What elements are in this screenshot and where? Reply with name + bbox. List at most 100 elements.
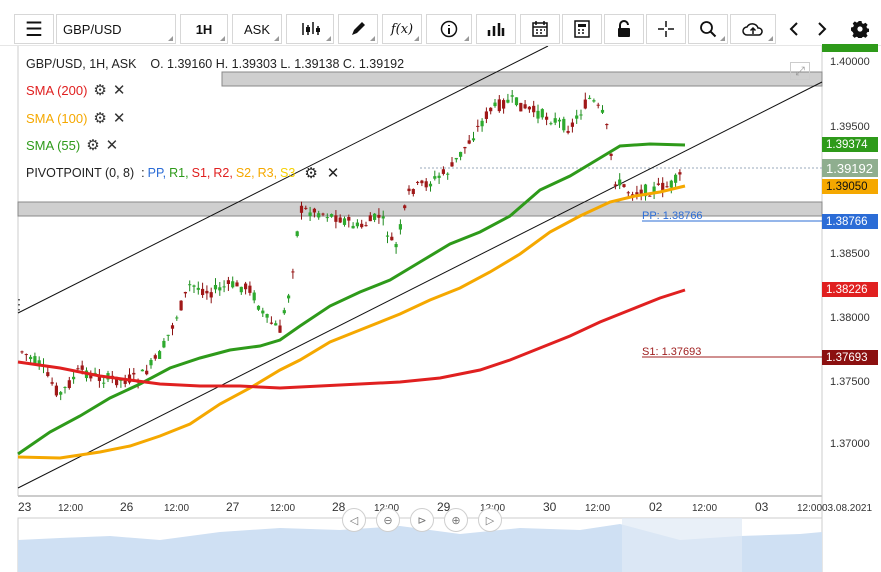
channel-upper-line[interactable] — [17, 46, 549, 314]
settings-button[interactable] — [848, 14, 872, 44]
time-label: 26 — [120, 500, 134, 514]
candle-body — [321, 213, 325, 215]
chevron-right-icon — [818, 22, 827, 36]
gear-icon[interactable]: ⚙ — [304, 165, 318, 182]
candle-body — [385, 235, 390, 237]
crosshair-button[interactable] — [646, 14, 686, 44]
price-type-selector[interactable]: ASK — [232, 14, 282, 44]
pivot-level-r1: R1, — [169, 166, 189, 180]
close-icon[interactable]: ✕ — [105, 137, 119, 154]
sma55-line[interactable] — [17, 142, 686, 456]
calendar-button[interactable] — [520, 14, 560, 44]
drag-handle-icon[interactable]: ⋮ — [12, 296, 26, 312]
candle-body — [196, 287, 200, 290]
candle-body — [80, 365, 84, 370]
candle-body — [145, 370, 149, 375]
time-label: 12:00 — [164, 503, 189, 514]
zoom-out-button[interactable]: ⊖ — [376, 508, 400, 532]
cloud-button[interactable] — [730, 14, 776, 44]
indicator-sma200[interactable]: SMA (200) ⚙ ✕ — [26, 81, 125, 99]
indicator-pivotpoint[interactable]: PIVOTPOINT (0, 8) : PP, R1, S1, R2, S2, … — [26, 164, 339, 182]
candle-body — [381, 216, 385, 219]
gear-icon[interactable]: ⚙ — [86, 137, 100, 154]
indicator-function-button[interactable]: f(x) — [382, 14, 422, 44]
support-zone[interactable] — [17, 201, 823, 217]
indicator-label: SMA (200) — [26, 82, 88, 98]
candle-body — [648, 195, 652, 197]
top-price-tag — [822, 44, 878, 52]
pivot-level-s1: S1, — [191, 166, 211, 180]
candle-body — [510, 95, 514, 97]
close-icon[interactable]: ✕ — [112, 110, 126, 127]
symbol-selector[interactable]: GBP/USD — [56, 14, 176, 44]
price-chart[interactable]: PP: 1.38766 S1: 1.37693 23 12:00 26 12:0… — [0, 46, 881, 572]
candle-body — [579, 114, 583, 116]
scroll-right-nav-button[interactable]: ▷ — [478, 508, 502, 532]
resistance-zone[interactable] — [221, 71, 823, 87]
candle-body — [166, 334, 170, 336]
sma100-line[interactable] — [17, 184, 686, 460]
candle-body — [665, 186, 669, 188]
candle-body — [175, 317, 179, 319]
candle-body — [153, 355, 157, 359]
info-button[interactable] — [426, 14, 472, 44]
candle-body — [102, 382, 106, 384]
scroll-left-nav-button[interactable]: ◁ — [342, 508, 366, 532]
candle-body — [213, 284, 218, 290]
sma200-line[interactable] — [17, 288, 686, 390]
price-tick: 1.37500 — [830, 376, 870, 388]
gear-icon[interactable]: ⚙ — [93, 82, 107, 99]
indicator-sma100[interactable]: SMA (100) ⚙ ✕ — [26, 109, 125, 127]
chart-info: GBP/USD, 1H, ASK O. 1.39160 H. 1.39303 L… — [26, 57, 404, 71]
navigator-area — [18, 524, 822, 572]
navigator-window[interactable] — [622, 518, 742, 572]
calculator-button[interactable] — [562, 14, 602, 44]
scroll-right-button[interactable] — [810, 14, 834, 44]
timeframe-selector[interactable]: 1H — [180, 14, 228, 44]
price-tick: 1.38500 — [830, 248, 870, 260]
candle-body — [600, 109, 605, 113]
candle-body — [416, 181, 420, 183]
candle-body — [179, 300, 183, 311]
candle-body — [557, 119, 562, 122]
candle-body — [626, 192, 630, 194]
candlestick-icon — [302, 22, 320, 35]
scroll-left-button[interactable] — [782, 14, 806, 44]
candle-body — [674, 174, 678, 183]
candle-body — [244, 283, 248, 290]
draw-tool-button[interactable] — [338, 14, 378, 44]
candle-body — [609, 153, 613, 156]
candle-body — [261, 310, 265, 314]
candle-body — [269, 322, 273, 324]
channel-lower-line[interactable] — [17, 81, 823, 489]
chart-area[interactable]: PP: 1.38766 S1: 1.37693 23 12:00 26 12:0… — [0, 44, 881, 572]
chart-type-button[interactable] — [286, 14, 334, 44]
candle-body — [24, 354, 28, 356]
lock-button[interactable] — [604, 14, 644, 44]
zoom-button[interactable] — [688, 14, 728, 44]
candle-body — [50, 382, 54, 384]
indicator-sma55[interactable]: SMA (55) ⚙ ✕ — [26, 136, 118, 154]
candle-body — [278, 325, 282, 333]
candle-body — [583, 99, 587, 109]
candle-body — [497, 99, 501, 112]
last-price-tag: 1.39192 — [822, 159, 878, 177]
zoom-in-button[interactable]: ⊕ — [444, 508, 468, 532]
close-icon[interactable]: ✕ — [326, 165, 340, 182]
candle-body — [669, 180, 673, 188]
candle-body — [605, 124, 609, 126]
candle-body — [493, 102, 497, 107]
gear-icon[interactable]: ⚙ — [93, 110, 107, 127]
candle-body — [239, 286, 243, 293]
sma55-price-tag: 1.39374 — [822, 137, 878, 152]
candle-body — [377, 214, 381, 218]
volume-button[interactable] — [476, 14, 516, 44]
candle-body — [183, 291, 187, 294]
expand-icon[interactable]: ⤢ — [790, 62, 810, 80]
candle-body — [562, 118, 566, 131]
pivot-label: PIVOTPOINT (0, 8) — [26, 166, 135, 180]
reset-view-button[interactable]: ⊳ — [410, 508, 434, 532]
menu-button[interactable]: ☰ — [14, 14, 54, 44]
close-icon[interactable]: ✕ — [112, 82, 126, 99]
candle-body — [97, 375, 101, 381]
